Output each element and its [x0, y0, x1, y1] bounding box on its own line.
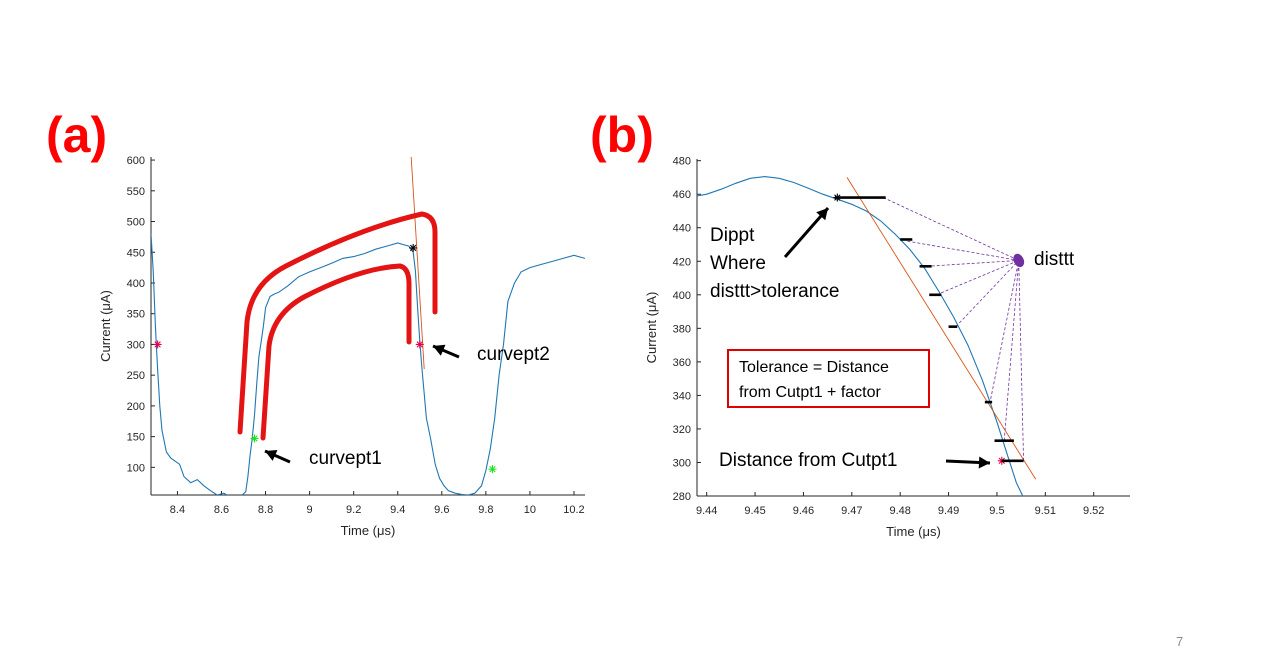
x-tick-label: 9.46	[793, 505, 814, 517]
y-axis-label: Current (μA)	[98, 290, 113, 362]
x-tick-label: 9.45	[744, 505, 765, 517]
y-tick-label: 500	[127, 217, 145, 229]
dippt-line: Dippt	[710, 225, 755, 246]
y-tick-label: 360	[673, 357, 691, 369]
x-tick-label: 9.4	[390, 504, 405, 516]
bracket-inner	[260, 263, 412, 441]
y-tick-label: 280	[673, 491, 691, 503]
y-tick-label: 480	[673, 156, 691, 168]
x-tick-label: 9.44	[696, 505, 717, 517]
y-tick-label: 300	[127, 339, 145, 351]
curvept1-annotation: curvept1	[309, 448, 382, 469]
signal-line	[151, 233, 585, 495]
page-number: 7	[1176, 634, 1184, 649]
marker-point	[250, 434, 259, 443]
y-tick-label: 400	[673, 290, 691, 302]
x-tick-label: 9.52	[1083, 505, 1104, 517]
x-tick-label: 10	[524, 504, 536, 516]
y-axis-label: Current (μA)	[644, 292, 659, 364]
dippt-line: disttt>tolerance	[710, 281, 840, 302]
y-tick-label: 420	[673, 256, 691, 268]
y-tick-label: 300	[673, 457, 691, 469]
x-tick-label: 9	[307, 504, 313, 516]
x-tick-label: 10.2	[563, 504, 584, 516]
y-tick-label: 320	[673, 424, 691, 436]
tolerance-line: Tolerance = Distance	[739, 359, 889, 376]
distance-from-cutpt1-annotation: Distance from Cutpt1	[719, 450, 898, 471]
marker-point	[409, 243, 418, 252]
x-axis-label: Time (μs)	[886, 524, 941, 539]
y-tick-label: 550	[127, 186, 145, 198]
distance-line	[955, 260, 1020, 327]
x-tick-label: 9.48	[889, 505, 910, 517]
y-tick-label: 150	[127, 432, 145, 444]
dippt-arrow-head	[816, 208, 828, 221]
y-tick-label: 340	[673, 390, 691, 402]
distance-line	[883, 197, 1019, 261]
x-tick-label: 9.8	[478, 504, 493, 516]
tangent-line	[846, 177, 1037, 480]
y-tick-label: 400	[127, 278, 145, 290]
dippt-line: Where	[710, 253, 766, 274]
marker-point	[488, 465, 497, 474]
panel-b-label: (b)	[590, 107, 654, 163]
y-tick-label: 200	[127, 401, 145, 413]
distance-line	[926, 260, 1019, 267]
curvept2-annotation: curvept2	[477, 344, 550, 365]
curvept1-arrow-head	[265, 449, 278, 461]
y-tick-label: 380	[673, 323, 691, 335]
x-tick-label: 9.51	[1035, 505, 1056, 517]
distance-line	[1003, 260, 1020, 441]
x-tick-label: 9.47	[841, 505, 862, 517]
y-tick-label: 250	[127, 370, 145, 382]
marker-point	[153, 340, 162, 349]
disttt-point	[1013, 253, 1025, 268]
y-tick-label: 100	[127, 462, 145, 474]
x-tick-label: 8.4	[170, 504, 185, 516]
tangent-line	[410, 157, 425, 370]
dippt-annotation: Dippt Where disttt>tolerance	[710, 222, 839, 306]
signal-line	[697, 176, 1024, 496]
distance-line	[907, 240, 1019, 261]
curvept2-arrow-head	[433, 344, 446, 356]
distance-from-cutpt1-arrow-head	[978, 456, 990, 469]
panel-a-label: (a)	[46, 107, 108, 163]
distance-line	[1018, 260, 1024, 461]
x-tick-label: 8.8	[258, 504, 273, 516]
distance-line	[989, 260, 1020, 404]
y-tick-label: 460	[673, 189, 691, 201]
chart-b: 9.44 9.45 9.46 9.47 9.48 9.49 9.5 9.51 9.52 280 30…	[644, 156, 1130, 539]
x-tick-label: 9.49	[938, 505, 959, 517]
tolerance-box: Tolerance = Distance from Cutpt1 + facto…	[727, 349, 930, 408]
disttt-annotation: disttt	[1034, 249, 1075, 270]
x-tick-label: 9.6	[434, 504, 449, 516]
distance-line	[936, 260, 1019, 296]
marker-point	[415, 340, 424, 349]
y-tick-label: 440	[673, 223, 691, 235]
x-tick-label: 9.2	[346, 504, 361, 516]
y-tick-label: 350	[127, 309, 145, 321]
x-axis-label: Time (μs)	[341, 523, 396, 538]
y-tick-label: 600	[127, 155, 145, 167]
y-tick-label: 450	[127, 247, 145, 259]
chart-a: 8.4 8.6 8.8 9 9.2 9.4 9.6 9.8 10 10.2 100 150 200 250…	[98, 155, 585, 538]
x-tick-label: 8.6	[214, 504, 229, 516]
bracket-outer	[237, 211, 438, 435]
tolerance-line: from Cutpt1 + factor	[739, 384, 881, 401]
x-tick-label: 9.5	[989, 505, 1004, 517]
